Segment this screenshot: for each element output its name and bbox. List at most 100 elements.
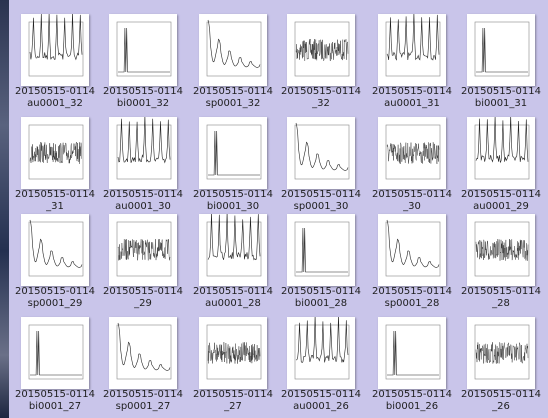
thumbnail — [378, 117, 446, 189]
thumbnail — [378, 14, 446, 86]
file-item[interactable]: 20150515-0114_32 — [278, 14, 364, 110]
file-name: 20150515-0114 — [458, 286, 544, 298]
plot-line — [296, 228, 348, 272]
file-name: au0001_26 — [278, 401, 364, 413]
plot-line — [387, 331, 439, 375]
file-item[interactable]: 20150515-0114_31 — [12, 117, 98, 213]
thumbnail — [287, 117, 355, 189]
file-name: bi0001_32 — [100, 98, 186, 110]
plot-frame — [29, 125, 83, 179]
plot-frame — [386, 22, 440, 76]
thumbnail — [467, 117, 535, 189]
file-name: 20150515-0114 — [100, 389, 186, 401]
plot-frame — [117, 125, 171, 179]
plot-line — [387, 14, 439, 60]
plot-line — [387, 220, 439, 267]
file-browser: 20150515-0114au0001_3220150515-0114bi000… — [0, 0, 548, 418]
file-name: _26 — [458, 401, 544, 413]
thumbnail — [467, 317, 535, 389]
plot-line — [30, 331, 82, 375]
desktop-edge — [0, 0, 9, 418]
file-name: sp0001_32 — [190, 98, 276, 110]
file-name: au0001_28 — [190, 298, 276, 310]
plot-line — [296, 123, 348, 170]
file-name: 20150515-0114 — [100, 86, 186, 98]
file-item[interactable]: 20150515-0114_29 — [100, 214, 186, 310]
thumbnail — [199, 117, 267, 189]
file-name: 20150515-0114 — [369, 286, 455, 298]
file-name: 20150515-0114 — [458, 86, 544, 98]
plot-line — [118, 323, 170, 370]
file-name: 20150515-0114 — [12, 86, 98, 98]
file-name: 20150515-0114 — [458, 189, 544, 201]
plot-line — [296, 39, 348, 61]
file-name: _30 — [369, 201, 455, 213]
file-name: _27 — [190, 401, 276, 413]
file-name: 20150515-0114 — [12, 189, 98, 201]
thumbnail — [21, 214, 89, 286]
file-name: 20150515-0114 — [458, 389, 544, 401]
file-name: _29 — [100, 298, 186, 310]
plot-line — [476, 342, 528, 363]
plot-line — [118, 239, 170, 260]
plot-line — [387, 142, 439, 164]
plot-line — [296, 317, 348, 363]
file-name: sp0001_29 — [12, 298, 98, 310]
file-name: _28 — [458, 298, 544, 310]
file-name: _32 — [278, 98, 364, 110]
file-name: bi0001_27 — [12, 401, 98, 413]
plot-line — [118, 28, 170, 72]
plot-frame — [207, 22, 261, 76]
thumbnail — [21, 14, 89, 86]
file-name: 20150515-0114 — [278, 389, 364, 401]
plot-line — [118, 117, 170, 163]
plot-line — [30, 142, 82, 164]
file-name: 20150515-0114 — [369, 86, 455, 98]
file-item[interactable]: 20150515-0114_28 — [458, 214, 544, 310]
file-name: _31 — [12, 201, 98, 213]
thumbnail — [109, 117, 177, 189]
plot-line — [476, 239, 528, 261]
plot-line — [30, 220, 82, 267]
thumbnail — [287, 214, 355, 286]
thumbnail — [199, 214, 267, 286]
file-item[interactable]: 20150515-0114_30 — [369, 117, 455, 213]
file-name: bi0001_30 — [190, 201, 276, 213]
plot-line — [476, 117, 528, 162]
thumbnail — [378, 214, 446, 286]
plot-frame — [386, 222, 440, 276]
thumbnail — [378, 317, 446, 389]
thumbnail — [467, 214, 535, 286]
thumbnail — [467, 14, 535, 86]
thumbnail — [109, 317, 177, 389]
file-name: 20150515-0114 — [190, 286, 276, 298]
plot-line — [30, 14, 82, 59]
file-name: au0001_32 — [12, 98, 98, 110]
file-name: 20150515-0114 — [278, 189, 364, 201]
plot-line — [208, 131, 260, 175]
file-item[interactable]: 20150515-0114_26 — [458, 317, 544, 413]
file-name: 20150515-0114 — [100, 286, 186, 298]
file-name: bi0001_26 — [369, 401, 455, 413]
thumbnail — [109, 14, 177, 86]
file-name: 20150515-0114 — [278, 86, 364, 98]
file-item[interactable]: 20150515-0114_27 — [190, 317, 276, 413]
thumbnail — [199, 317, 267, 389]
